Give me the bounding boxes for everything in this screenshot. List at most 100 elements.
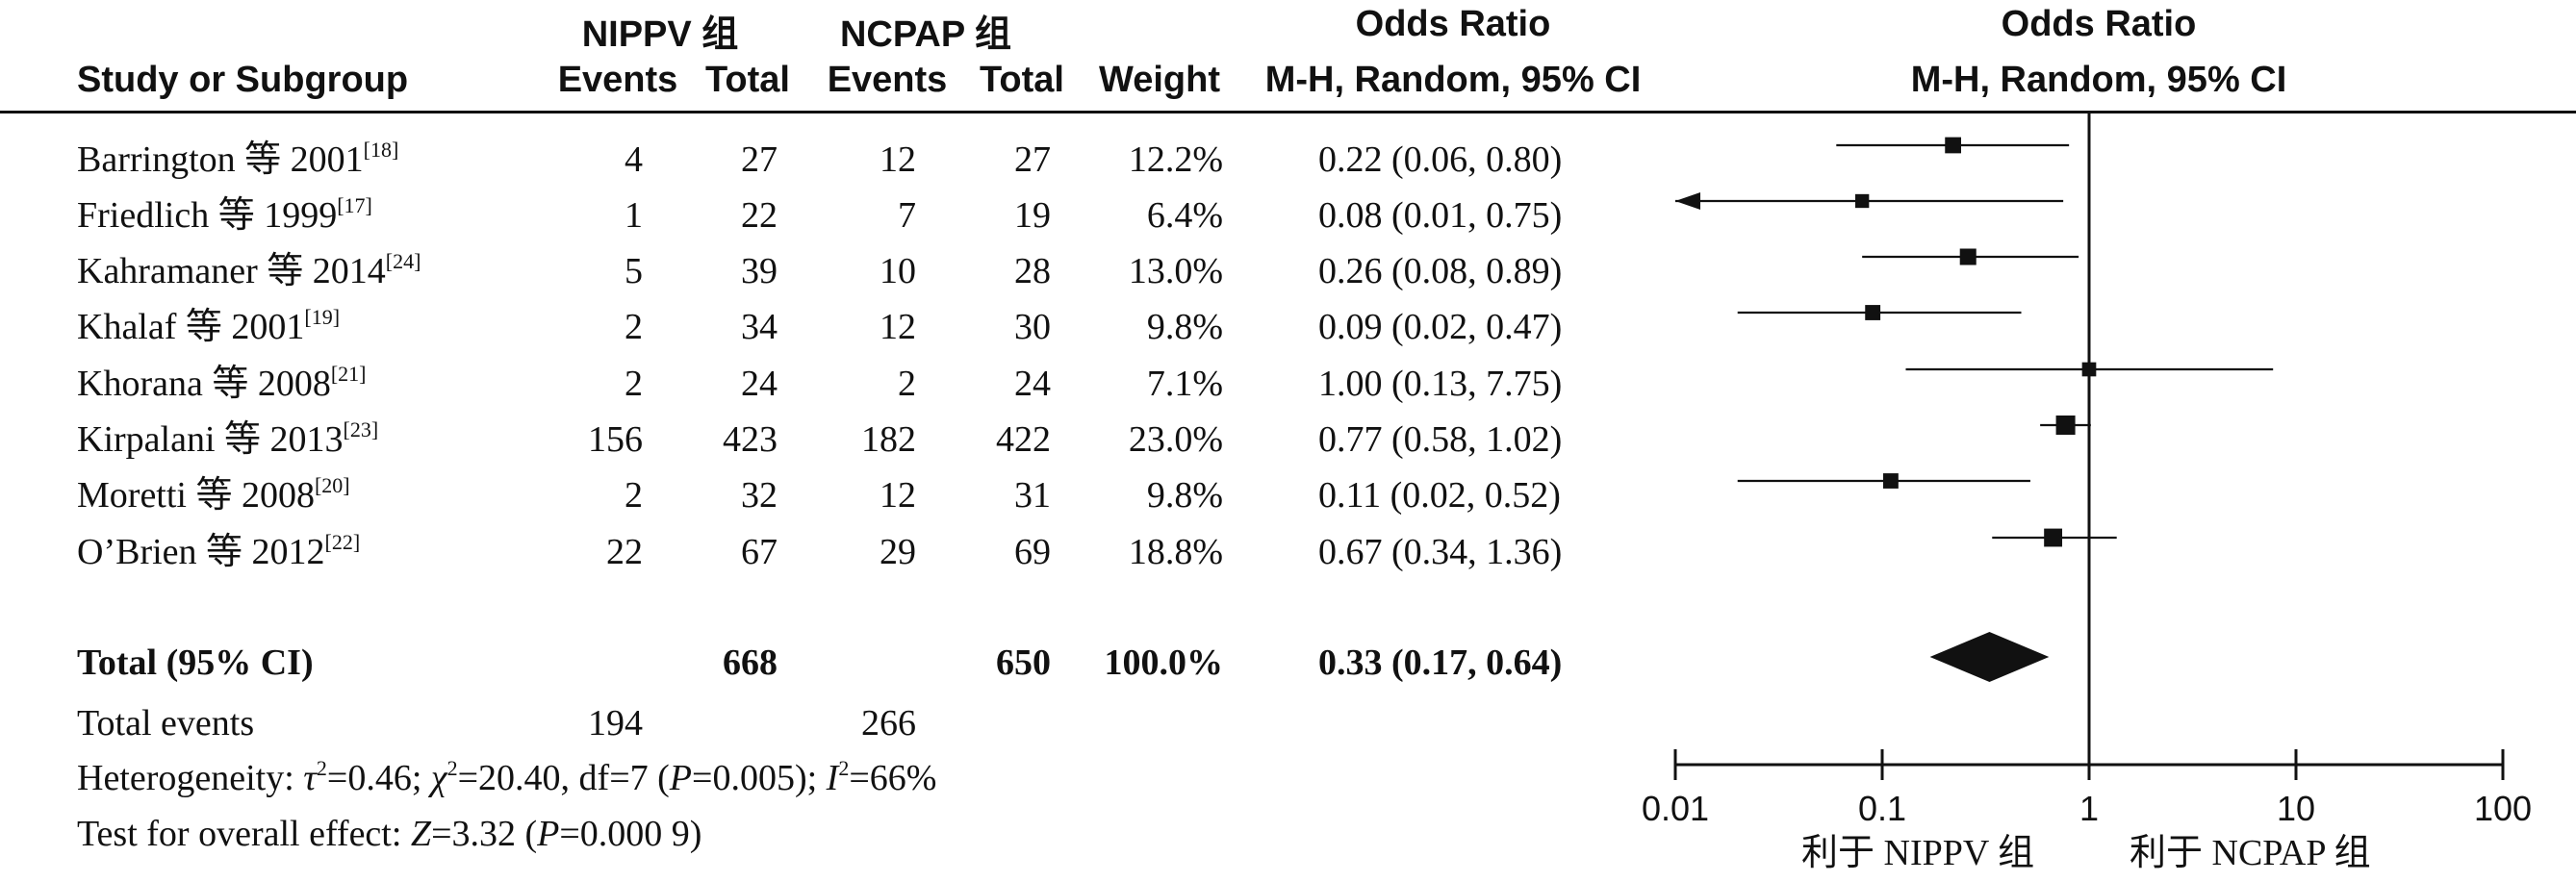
study-name-text: Kirpalani 等 2013 xyxy=(77,419,344,460)
total1-cell: 27 xyxy=(741,139,778,180)
study-name-text: O’Brien 等 2012 xyxy=(77,532,325,572)
header-rule xyxy=(0,111,2576,113)
study-name: Khalaf 等 2001[19] xyxy=(77,307,340,347)
events1-cell: 2 xyxy=(625,475,643,516)
study-or-marker xyxy=(1959,248,1977,265)
total1-cell: 34 xyxy=(741,307,778,347)
total1-cell: 67 xyxy=(741,532,778,572)
total1-cell: 24 xyxy=(741,364,778,404)
study-name: Kirpalani 等 2013[23] xyxy=(77,419,378,460)
events2-cell: 182 xyxy=(861,419,916,460)
pooled-diamond xyxy=(1929,632,2050,682)
or-title-right: Odds Ratio xyxy=(2001,4,2197,44)
study-name: Moretti 等 2008[20] xyxy=(77,475,350,516)
events2-header: Events xyxy=(827,60,948,100)
total-weight: 100.0% xyxy=(1104,643,1224,683)
study-name: Khorana 等 2008[21] xyxy=(77,362,367,404)
ci-text-cell: 0.09 (0.02, 0.47) xyxy=(1318,307,1563,347)
study-name: Kahramaner 等 2014[24] xyxy=(77,251,421,290)
ci-clip-arrow xyxy=(1675,192,1700,210)
study-ref: [23] xyxy=(343,417,379,441)
ci-text-cell: 0.26 (0.08, 0.89) xyxy=(1318,251,1563,291)
ci-text-cell: 0.08 (0.01, 0.75) xyxy=(1318,195,1563,236)
weight-header: Weight xyxy=(1099,60,1220,100)
study-ref: [21] xyxy=(330,362,367,386)
favours-nippv-label: 利于 NIPPV 组 xyxy=(1801,833,2035,873)
events2-cell: 7 xyxy=(898,195,916,236)
study-ref: [18] xyxy=(363,138,399,162)
events2-cell: 29 xyxy=(880,532,916,572)
study-name-text: Khalaf 等 2001 xyxy=(77,307,305,347)
total-events-label: Total events xyxy=(77,703,255,743)
weight-cell: 23.0% xyxy=(1128,419,1223,460)
total2-cell: 19 xyxy=(1014,195,1051,236)
total2-cell: 27 xyxy=(1014,139,1051,180)
study-name-text: Moretti 等 2008 xyxy=(77,475,315,516)
events1-cell: 22 xyxy=(606,532,643,572)
total2-cell: 69 xyxy=(1014,532,1051,572)
or-title-left: Odds Ratio xyxy=(1355,4,1551,44)
events2-cell: 12 xyxy=(880,307,916,347)
ci-text-cell: 0.11 (0.02, 0.52) xyxy=(1318,475,1561,516)
total-events1: 194 xyxy=(588,703,643,743)
study-ref: [17] xyxy=(337,193,372,217)
total2-cell: 422 xyxy=(996,419,1051,460)
x-tick-label: 100 xyxy=(2474,789,2532,828)
favours-ncpap-label: 利于 NCPAP 组 xyxy=(2130,833,2371,873)
study-or-marker xyxy=(1865,305,1881,320)
study-name-text: Khorana 等 2008 xyxy=(77,364,331,404)
total2-header: Total xyxy=(980,60,1064,100)
x-tick-label: 0.1 xyxy=(1858,789,1906,828)
weight-cell: 12.2% xyxy=(1128,139,1223,180)
total1-cell: 423 xyxy=(723,419,778,460)
study-ref: [19] xyxy=(304,305,341,329)
method-header-left: M-H, Random, 95% CI xyxy=(1264,60,1642,100)
total2-cell: 30 xyxy=(1014,307,1051,347)
total1-cell: 32 xyxy=(741,475,778,516)
events1-cell: 2 xyxy=(625,364,643,404)
method-header-right: M-H, Random, 95% CI xyxy=(1910,60,2287,100)
study-name-text: Friedlich 等 1999 xyxy=(77,195,338,236)
total-events2: 266 xyxy=(861,703,916,743)
study-or-marker xyxy=(2044,528,2063,547)
study-or-marker xyxy=(1854,193,1870,209)
weight-cell: 18.8% xyxy=(1128,532,1223,572)
group2-header: NCPAP 组 xyxy=(839,14,1012,55)
study-column-header: Study or Subgroup xyxy=(77,60,409,100)
total1-header: Total xyxy=(705,60,790,100)
events1-header: Events xyxy=(557,60,678,100)
events2-cell: 12 xyxy=(880,139,916,180)
study-name: O’Brien 等 2012[22] xyxy=(77,532,360,572)
weight-cell: 13.0% xyxy=(1128,251,1223,291)
total2-cell: 28 xyxy=(1014,251,1051,291)
total2-cell: 31 xyxy=(1014,475,1051,516)
weight-cell: 7.1% xyxy=(1146,364,1223,404)
heterogeneity-text: Heterogeneity: τ2=0.46; χ2=20.40, df=7 (… xyxy=(77,756,937,798)
overall-effect-text: Test for overall effect: Z=3.32 (P=0.000… xyxy=(77,814,702,854)
events2-cell: 12 xyxy=(880,475,916,516)
study-ref: [20] xyxy=(314,473,350,497)
x-tick-label: 1 xyxy=(2079,789,2099,828)
study-name-text: Barrington 等 2001 xyxy=(77,139,364,180)
ci-text-cell: 0.67 (0.34, 1.36) xyxy=(1318,532,1563,572)
study-name: Barrington 等 2001[18] xyxy=(77,138,399,180)
total1-cell: 22 xyxy=(741,195,778,236)
total-n1: 668 xyxy=(723,643,778,683)
study-ref: [24] xyxy=(385,249,421,273)
events2-cell: 10 xyxy=(880,251,916,291)
x-tick-label: 0.01 xyxy=(1642,789,1709,828)
study-name: Friedlich 等 1999[17] xyxy=(77,195,372,236)
events1-cell: 4 xyxy=(625,139,643,180)
events1-cell: 156 xyxy=(588,419,643,460)
study-ref: [22] xyxy=(324,530,361,554)
ci-text-cell: 0.77 (0.58, 1.02) xyxy=(1318,419,1563,460)
events1-cell: 2 xyxy=(625,307,643,347)
x-tick-label: 10 xyxy=(2277,789,2315,828)
total1-cell: 39 xyxy=(741,251,778,291)
total-ci-text: 0.33 (0.17, 0.64) xyxy=(1318,643,1563,683)
total2-cell: 24 xyxy=(1014,364,1051,404)
study-or-marker xyxy=(1945,137,1961,154)
group1-header: NIPPV 组 xyxy=(581,14,739,55)
study-or-marker xyxy=(1882,473,1899,489)
